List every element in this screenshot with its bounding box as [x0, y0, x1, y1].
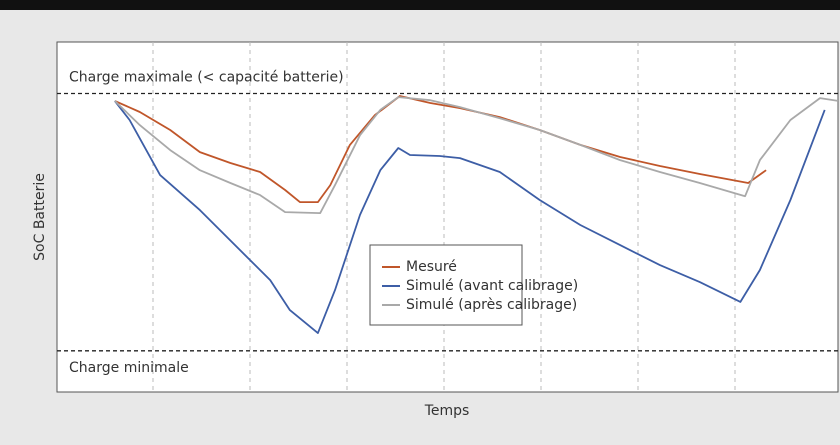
reference-label: Charge minimale [69, 360, 189, 376]
series-line [114, 95, 767, 203]
legend: Mesuré Simulé (avant calibrage) Simulé (ap… [369, 244, 578, 326]
plot-area [56, 41, 839, 393]
x-axis-label: Temps [424, 403, 470, 419]
reference-label: Charge maximale (< capacité batterie) [69, 69, 344, 85]
legend-label: Simulé (avant calibrage) [406, 278, 578, 294]
legend-box [369, 244, 523, 326]
legend-label: Simulé (après calibrage) [406, 297, 577, 313]
vertical-grid [152, 42, 736, 392]
y-axis-label: SoC Batterie [32, 173, 48, 261]
top-bar [0, 0, 840, 10]
legend-label: Mesuré [406, 259, 457, 275]
series-line [114, 100, 826, 334]
series-line [114, 96, 839, 214]
